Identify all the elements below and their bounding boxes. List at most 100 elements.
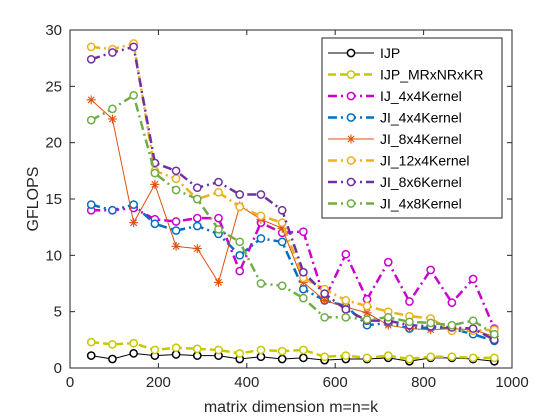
series-5-point xyxy=(362,301,372,311)
series-7-point xyxy=(129,90,138,100)
series-1-point xyxy=(299,345,308,355)
star-stroke xyxy=(347,135,355,143)
series-5-point xyxy=(235,202,245,212)
legend-box xyxy=(321,37,503,219)
x-tick-label: 0 xyxy=(66,374,74,391)
series-1-point xyxy=(362,353,372,363)
star-stroke xyxy=(87,96,95,104)
series-2-point xyxy=(383,257,393,267)
star-stroke xyxy=(130,219,138,227)
series-4-point xyxy=(214,277,224,287)
legend-label-5: JI_12x4Kernel xyxy=(380,153,470,169)
legend-label-0: IJP xyxy=(380,45,400,61)
series-4-point xyxy=(129,218,139,228)
star-stroke xyxy=(363,309,371,317)
legend-label-6: JI_8x6Kernel xyxy=(380,174,462,190)
series-1-point xyxy=(214,345,223,355)
legend-marker-4 xyxy=(346,134,356,144)
star-stroke xyxy=(108,115,116,123)
series-1-point xyxy=(277,346,287,356)
series-5-point xyxy=(277,218,287,228)
series-4-point xyxy=(107,114,117,124)
series-4-point xyxy=(171,241,181,251)
series-5-point xyxy=(341,296,351,305)
series-5-point xyxy=(171,174,181,184)
legend-label-3: JI_4x4Kernel xyxy=(380,110,462,126)
series-6-point xyxy=(108,48,117,57)
axis-ticks: 0 200 400 600 800 1000 0 5 10 15 20 25 30 xyxy=(45,22,528,391)
series-1-point xyxy=(129,338,138,348)
series-2-point xyxy=(171,217,181,226)
x-tick-label: 400 xyxy=(234,374,259,391)
y-tick-label: 10 xyxy=(45,247,62,264)
series-1-point xyxy=(86,337,96,347)
legend-marker-2 xyxy=(346,91,356,101)
series-2-point xyxy=(299,227,308,237)
series-7-point xyxy=(256,279,266,288)
series-6-point xyxy=(214,177,223,187)
series-0-point xyxy=(277,354,287,364)
x-tick-label: 1000 xyxy=(495,374,528,391)
legend-marker-5 xyxy=(346,156,356,165)
series-1-point xyxy=(468,353,478,363)
series-7-point xyxy=(86,115,96,125)
series-3-point xyxy=(171,226,181,235)
series-1-point xyxy=(150,345,160,355)
series-2-point xyxy=(405,297,414,306)
star-stroke xyxy=(193,245,201,253)
series-0-point xyxy=(129,349,138,358)
star-stroke xyxy=(172,242,180,250)
legend-marker-7 xyxy=(346,199,356,208)
series-6-point xyxy=(129,42,138,52)
series-7-point xyxy=(447,320,457,330)
series-3-point xyxy=(192,221,202,231)
series-7-point xyxy=(362,315,372,324)
series-0-point xyxy=(108,354,117,364)
series-7-point xyxy=(277,281,287,291)
series-7-point xyxy=(150,168,160,178)
series-4-point xyxy=(192,244,202,254)
y-tick-label: 20 xyxy=(45,135,62,152)
series-5-point xyxy=(86,42,96,52)
y-tick-label: 15 xyxy=(45,191,62,208)
series-1-point xyxy=(489,353,499,363)
series-6-point xyxy=(299,267,308,277)
series-7-point xyxy=(341,312,351,322)
series-7-point xyxy=(468,316,478,326)
y-tick-label: 5 xyxy=(54,304,62,321)
star-stroke xyxy=(214,278,223,286)
legend-label-4: JI_8x4Kernel xyxy=(380,131,462,147)
legend-marker-1 xyxy=(346,70,356,79)
y-tick-label: 25 xyxy=(45,78,62,95)
series-2-point xyxy=(192,213,202,223)
series-7-point xyxy=(214,225,223,234)
x-tick-label: 800 xyxy=(411,374,436,391)
series-7-point xyxy=(171,185,181,195)
series-4-point xyxy=(86,95,96,105)
legend-label-7: JI_4x8Kernel xyxy=(380,196,462,212)
y-axis-title: GFLOPS xyxy=(25,167,42,232)
series-2-point xyxy=(426,265,436,275)
series-7-point xyxy=(320,312,329,322)
series-2-point xyxy=(214,213,223,223)
series-layer xyxy=(86,39,499,366)
series-3-point xyxy=(108,205,117,215)
series-1-point xyxy=(235,349,245,358)
series-6-point xyxy=(235,190,245,199)
legend-label-2: IJ_4x4Kernel xyxy=(380,88,462,104)
x-tick-label: 600 xyxy=(323,374,348,391)
series-1-point xyxy=(426,352,436,362)
series-0-point xyxy=(299,353,308,363)
series-3-point xyxy=(129,200,138,209)
series-0-point xyxy=(86,351,96,360)
series-6-point xyxy=(341,305,351,314)
series-7-point xyxy=(108,104,117,114)
series-7-point xyxy=(299,293,308,303)
series-4-point xyxy=(150,179,160,189)
star-stroke xyxy=(151,180,159,188)
x-axis-title: matrix dimension m=n=k xyxy=(204,399,379,416)
series-1-point xyxy=(320,352,329,362)
series-1-point xyxy=(447,352,457,362)
series-line-7 xyxy=(90,94,495,336)
series-6-point xyxy=(86,54,96,64)
